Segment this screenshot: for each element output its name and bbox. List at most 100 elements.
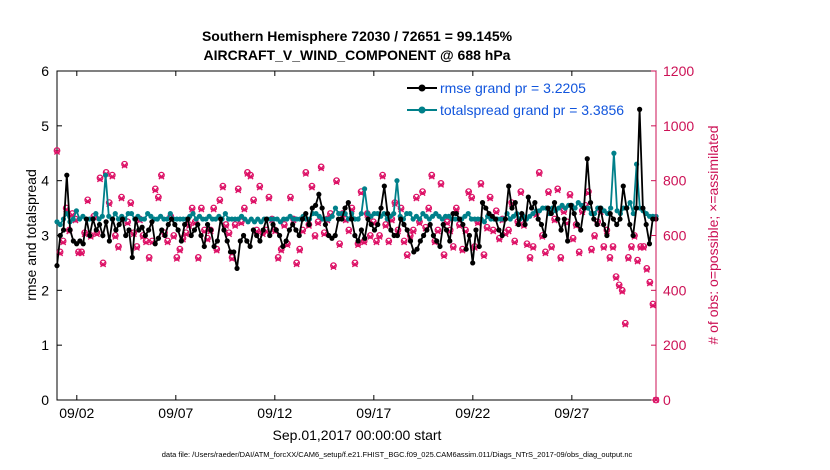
series-point (381, 210, 387, 217)
series-point (345, 200, 351, 206)
obs-assimilated-point (649, 302, 656, 309)
series-point (447, 238, 453, 244)
series-point (162, 232, 168, 239)
obs-assimilated-point (646, 280, 653, 287)
series-point (404, 227, 410, 233)
series-point (244, 238, 250, 244)
obs-assimilated-point (336, 242, 343, 249)
obs-possible-point (382, 221, 390, 228)
obs-possible-point (606, 254, 614, 261)
obs-possible-point (274, 254, 282, 261)
obs-possible-point (486, 193, 494, 201)
obs-assimilated-point (511, 239, 518, 246)
series-point (365, 216, 371, 222)
obs-possible-point (111, 232, 119, 239)
obs-possible-point (250, 196, 257, 204)
obs-assimilated-point (354, 242, 362, 249)
series-point (90, 216, 96, 222)
obs-assimilated-point (210, 206, 217, 213)
series-point (417, 216, 423, 222)
series-point (126, 227, 132, 233)
series-point (273, 227, 279, 233)
series-point (571, 210, 577, 217)
series-point (604, 232, 610, 239)
obs-possible-point (615, 281, 623, 289)
series-point (99, 213, 105, 219)
obs-possible-point (400, 237, 408, 245)
series-point (506, 183, 512, 189)
x-tick-label: 09/02 (59, 405, 94, 421)
obs-assimilated-point (591, 233, 598, 240)
footer-data-file: data file: /Users/raeder/DAI/ATM_forcXX/… (162, 450, 633, 459)
series-point (123, 232, 129, 239)
obs-assimilated-point (530, 244, 537, 251)
series-point (159, 227, 165, 233)
obs-assimilated-point (616, 283, 623, 290)
series-point (398, 216, 404, 222)
obs-possible-point (311, 232, 319, 239)
obs-assimilated-point (640, 244, 647, 251)
obs-assimilated-point (121, 162, 128, 169)
series-point (565, 238, 571, 244)
series-point (646, 241, 653, 247)
y-left-tick-label: 0 (41, 392, 49, 408)
obs-assimilated-point (413, 195, 420, 202)
series-point (578, 227, 584, 233)
obs-assimilated-point (373, 239, 380, 246)
obs-possible-point (419, 188, 426, 196)
series-point (594, 221, 600, 228)
obs-assimilated-point (235, 187, 242, 194)
obs-assimilated-point (330, 263, 337, 271)
series-point (172, 221, 178, 228)
obs-possible-point (96, 174, 104, 182)
obs-assimilated-point (302, 170, 309, 177)
series-point (597, 205, 603, 211)
y-axis-left-label: rmse and totalspread (23, 169, 39, 301)
obs-assimilated-point (281, 222, 288, 229)
series-point (211, 243, 217, 250)
obs-assimilated-point (53, 148, 61, 155)
obs-possible-point (403, 251, 411, 259)
obs-assimilated-point (133, 244, 140, 251)
series-point (221, 227, 227, 233)
obs-possible-point (333, 177, 340, 185)
series-point (342, 205, 348, 211)
x-tick-label: 09/17 (356, 405, 391, 421)
series-point (234, 265, 240, 271)
obs-assimilated-point (625, 255, 632, 262)
obs-assimilated-point (351, 261, 359, 268)
obs-assimilated-point (315, 220, 322, 227)
obs-assimilated-point (96, 176, 104, 183)
obs-possible-point (505, 226, 512, 234)
y-axis-right-label: # of obs: o=possible; ×=assimilated (705, 125, 721, 344)
series-point (208, 227, 214, 233)
obs-possible-point (308, 182, 316, 190)
obs-possible-point (557, 254, 565, 261)
series-point (607, 210, 613, 217)
obs-assimilated-point (450, 244, 457, 251)
obs-possible-point (529, 243, 537, 250)
series-point (263, 216, 270, 222)
series-point (204, 221, 211, 228)
series-point (535, 216, 541, 222)
obs-assimilated-point (487, 195, 494, 202)
obs-possible-point (385, 237, 393, 245)
obs-assimilated-point (318, 165, 325, 172)
obs-possible-point (188, 204, 196, 212)
obs-possible-point (345, 226, 353, 234)
obs-assimilated-point (628, 244, 635, 251)
obs-assimilated-point (287, 195, 294, 202)
series-point (496, 227, 502, 233)
series-point (195, 221, 201, 228)
obs-assimilated-point (483, 225, 491, 232)
obs-assimilated-point (100, 261, 107, 268)
legend-rmse-marker (418, 84, 426, 92)
series-point (168, 216, 175, 222)
series-point (201, 243, 207, 250)
obs-possible-point (84, 196, 92, 204)
obs-assimilated-point (93, 231, 100, 238)
obs-possible-point (265, 193, 273, 201)
series-point (378, 205, 384, 211)
series-point (332, 232, 338, 239)
obs-assimilated-point (410, 228, 417, 235)
